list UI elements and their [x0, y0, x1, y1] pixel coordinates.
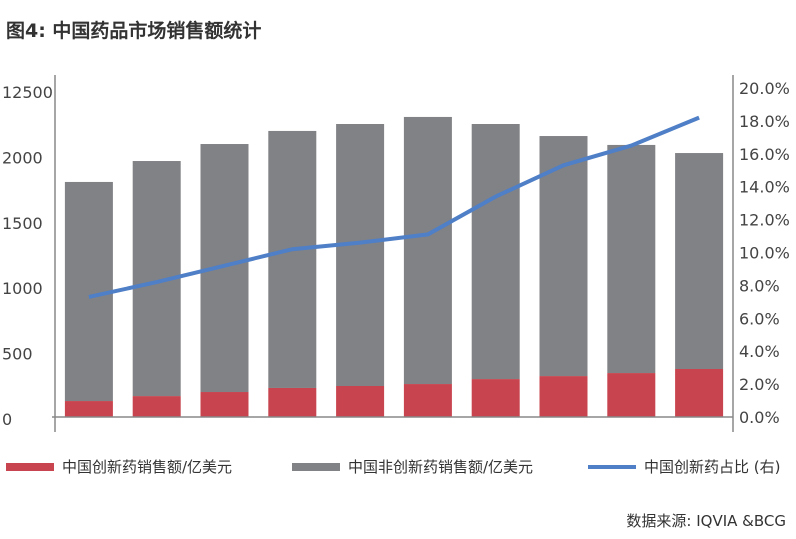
bar-non-innovative: [471, 124, 520, 380]
y-tick-label: 2000: [2, 148, 43, 167]
bar-innovative: [607, 373, 656, 417]
bar-innovative: [675, 368, 724, 417]
y2-tick-label: 12.0%: [739, 211, 790, 230]
y2-tick-label: 0.0%: [739, 408, 780, 427]
bar-innovative: [403, 384, 452, 417]
bar-innovative: [200, 392, 249, 417]
y-tick-label: 500: [2, 345, 33, 364]
legend-label: 中国创新药销售额/亿美元: [62, 458, 233, 476]
bar-innovative: [132, 396, 181, 417]
y2-tick-label: 2.0%: [739, 375, 780, 394]
bar-non-innovative: [539, 136, 588, 377]
bar-non-innovative: [336, 124, 385, 387]
plot-area: 0 500 1000 1500 2000 12500 0.0% 2.0% 4.0% 6.0% 8.0…: [2, 75, 790, 432]
bar-non-innovative: [403, 116, 452, 385]
legend-item-share: 中国创新药占比 (右): [588, 456, 780, 477]
legend-swatch: [588, 464, 636, 469]
legend-item-non-innovative: 中国非创新药销售额/亿美元: [292, 456, 533, 477]
legend-label: 中国非创新药销售额/亿美元: [348, 458, 534, 476]
y2-tick-label: 8.0%: [739, 276, 780, 295]
bar-innovative: [539, 376, 588, 417]
y2-tick-label: 16.0%: [739, 145, 790, 164]
y2-tick-label: 4.0%: [739, 342, 780, 361]
legend-item-innovative: 中国创新药销售额/亿美元: [6, 456, 232, 477]
share-line: [88, 115, 700, 299]
source-note: 数据来源: IQVIA &BCG: [626, 512, 786, 530]
y-tick-label: 12500: [2, 83, 53, 102]
y2-tick-label: 6.0%: [739, 309, 780, 328]
y-tick-label: 1000: [2, 279, 43, 298]
bar-non-innovative: [675, 153, 724, 369]
bar-innovative: [268, 387, 317, 417]
chart-title: 图4: 中国药品市场销售额统计: [6, 20, 262, 42]
y2-tick-label: 18.0%: [739, 112, 790, 131]
legend-label: 中国创新药占比 (右): [644, 458, 781, 476]
bar-innovative: [471, 379, 520, 417]
y-tick-label: 0: [2, 410, 12, 429]
legend-swatch: [292, 462, 340, 471]
bar-innovative: [64, 401, 113, 417]
legend-swatch: [6, 462, 54, 471]
y2-tick-label: 14.0%: [739, 178, 790, 197]
y-tick-label: 1500: [2, 214, 43, 233]
bar-non-innovative: [268, 130, 317, 388]
bar-innovative: [336, 386, 385, 417]
y2-tick-label: 10.0%: [739, 244, 790, 263]
y2-tick-label: 20.0%: [739, 79, 790, 98]
bar-non-innovative: [607, 144, 656, 374]
